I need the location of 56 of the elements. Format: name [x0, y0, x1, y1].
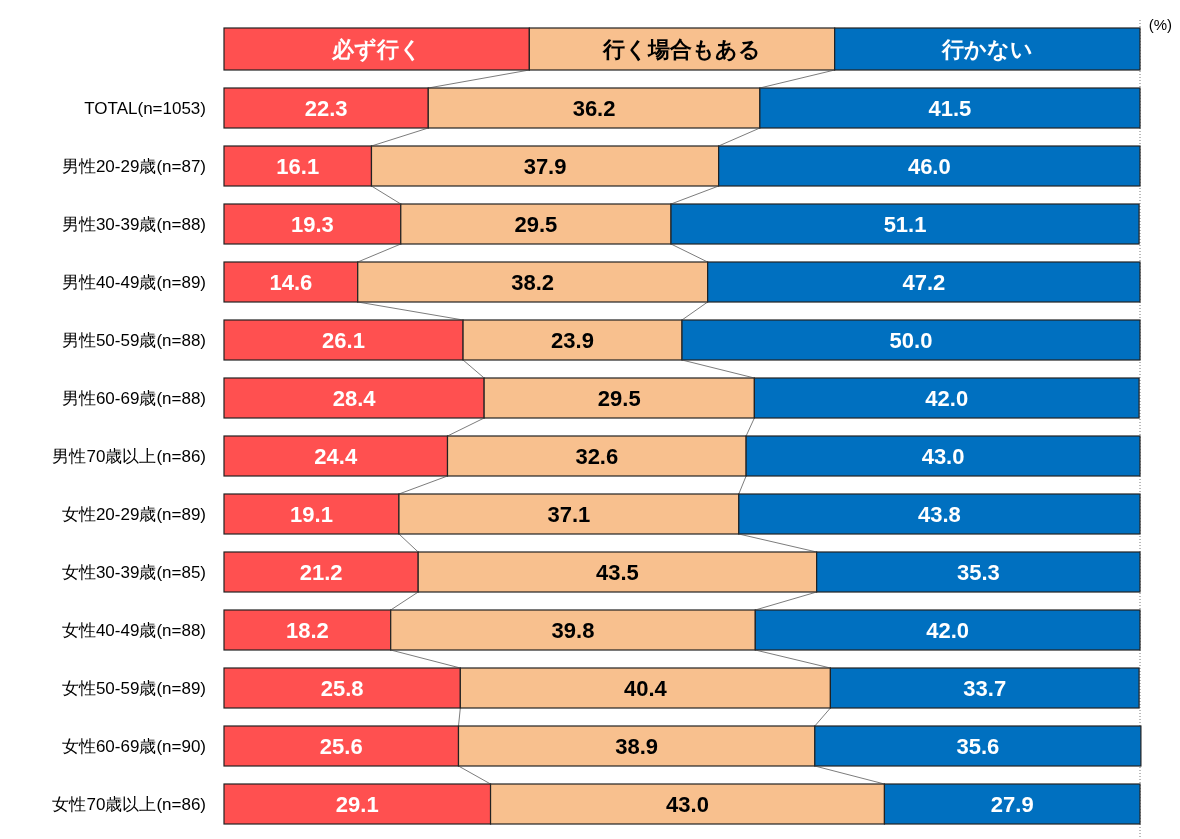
y-tick-label: 女性70歳以上(n=86) — [52, 795, 206, 814]
y-tick-label: 女性40-49歳(n=88) — [61, 621, 206, 640]
data-label: 28.4 — [332, 386, 377, 411]
data-label: 18.2 — [285, 618, 329, 643]
data-label: 37.9 — [523, 154, 567, 179]
y-tick-label: 男性20-29歳(n=87) — [61, 157, 206, 176]
y-tick-label: 男性60-69歳(n=88) — [61, 389, 206, 408]
data-label: 42.0 — [926, 618, 970, 643]
data-label: 41.5 — [928, 96, 972, 121]
series-label: 行く場合もある — [602, 37, 761, 62]
data-label: 19.3 — [290, 212, 334, 237]
data-label: 43.8 — [917, 502, 961, 527]
data-label: 16.1 — [276, 154, 320, 179]
data-label: 35.6 — [956, 734, 1000, 759]
data-label: 36.2 — [572, 96, 616, 121]
data-label: 43.0 — [666, 792, 709, 817]
y-tick-label: 男性50-59歳(n=88) — [61, 331, 206, 350]
y-tick-label: 女性20-29歳(n=89) — [61, 505, 206, 524]
data-label: 24.4 — [314, 444, 358, 469]
data-label: 42.0 — [925, 386, 969, 411]
series-label: 行かない — [940, 37, 1033, 62]
y-tick-label: 男性70歳以上(n=86) — [52, 447, 206, 466]
data-label: 26.1 — [322, 328, 365, 353]
data-label: 21.2 — [299, 560, 343, 585]
data-label: 39.8 — [551, 618, 595, 643]
y-tick-label: 女性30-39歳(n=85) — [61, 563, 206, 582]
data-label: 50.0 — [889, 328, 933, 353]
data-label: 38.9 — [615, 734, 659, 759]
data-label: 23.9 — [551, 328, 594, 353]
data-label: 29.5 — [514, 212, 558, 237]
data-label: 33.7 — [963, 676, 1007, 701]
data-label: 27.9 — [990, 792, 1034, 817]
y-tick-label: 男性30-39歳(n=88) — [61, 215, 206, 234]
y-tick-label: 男性40-49歳(n=89) — [61, 273, 206, 292]
data-label: 25.6 — [319, 734, 363, 759]
data-label: 43.5 — [596, 560, 639, 585]
data-label: 32.6 — [575, 444, 619, 469]
data-label: 35.3 — [956, 560, 1000, 585]
data-label: 40.4 — [623, 676, 668, 701]
data-label: 25.8 — [320, 676, 364, 701]
data-label: 29.5 — [597, 386, 641, 411]
data-label: 46.0 — [907, 154, 951, 179]
series-label: 必ず行く — [330, 37, 422, 63]
data-label: 14.6 — [269, 270, 313, 295]
data-label: 19.1 — [290, 502, 333, 527]
y-tick-label: TOTAL(n=1053) — [84, 99, 206, 118]
data-label: 29.1 — [335, 792, 379, 817]
data-label: 37.1 — [547, 502, 591, 527]
y-tick-label: 女性60-69歳(n=90) — [61, 737, 206, 756]
y-tick-label: 女性50-59歳(n=89) — [61, 679, 206, 698]
text: (%) — [1148, 16, 1172, 33]
data-label: 51.1 — [883, 212, 927, 237]
data-label: 43.0 — [921, 444, 965, 469]
data-label: 38.2 — [511, 270, 555, 295]
data-label: 22.3 — [304, 96, 348, 121]
data-label: 47.2 — [902, 270, 946, 295]
